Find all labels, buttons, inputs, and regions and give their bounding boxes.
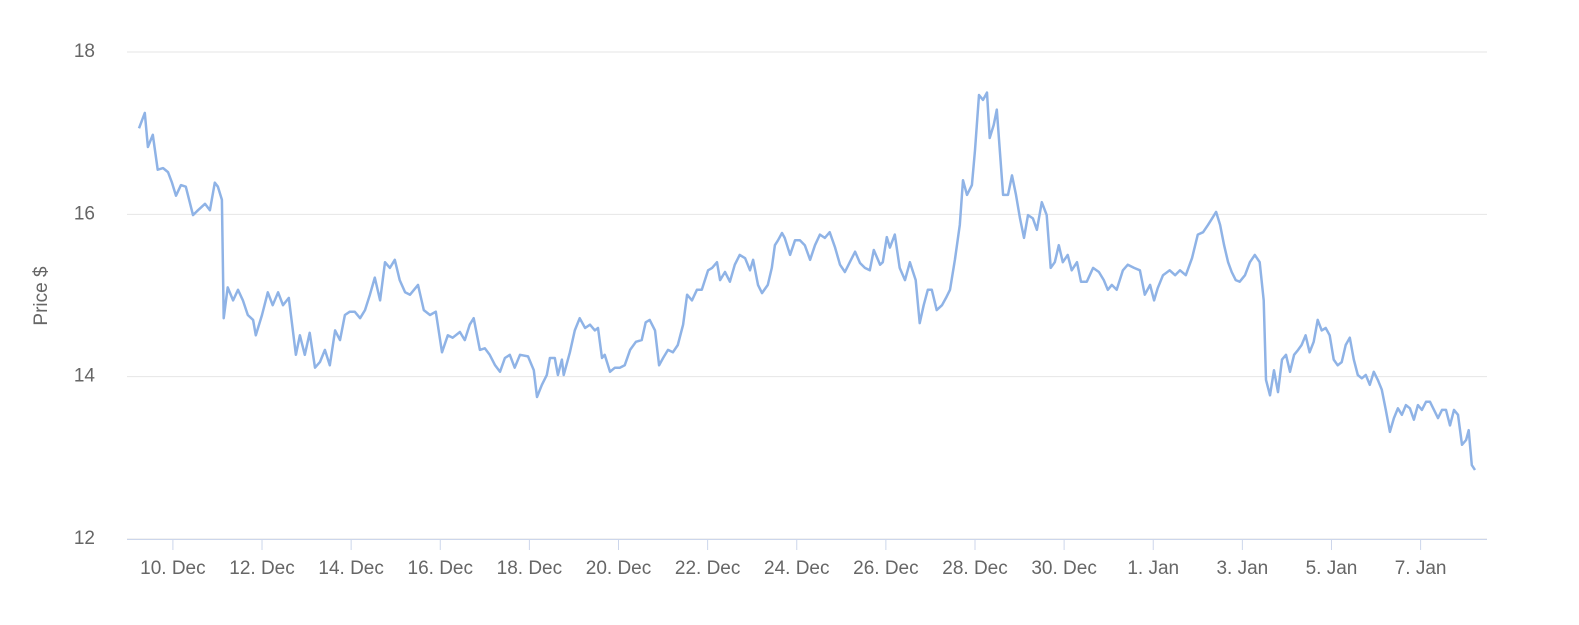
x-tick-label: 16. Dec (408, 558, 473, 579)
y-tick-label: 16 (74, 203, 95, 224)
x-tick-label: 3. Jan (1216, 558, 1268, 579)
y-tick-label: 12 (74, 528, 95, 549)
x-tick-label: 14. Dec (318, 558, 383, 579)
x-tick-label: 24. Dec (764, 558, 829, 579)
x-tick-label: 12. Dec (229, 558, 294, 579)
y-tick-label: 14 (74, 366, 96, 387)
x-tick-label: 26. Dec (853, 558, 918, 579)
x-tick-label: 10. Dec (140, 558, 205, 579)
x-tick-label: 5. Jan (1306, 558, 1358, 579)
x-tick-label: 7. Jan (1395, 558, 1447, 579)
x-tick-label: 28. Dec (942, 558, 1007, 579)
x-tick-label: 30. Dec (1031, 558, 1096, 579)
y-tick-label: 18 (74, 41, 95, 62)
x-tick-label: 1. Jan (1127, 558, 1179, 579)
x-tick-label: 20. Dec (586, 558, 651, 579)
price-line (137, 91, 1477, 471)
y-axis-title: Price $ (31, 266, 52, 326)
x-tick-label: 22. Dec (675, 558, 740, 579)
x-tick-label: 18. Dec (497, 558, 562, 579)
